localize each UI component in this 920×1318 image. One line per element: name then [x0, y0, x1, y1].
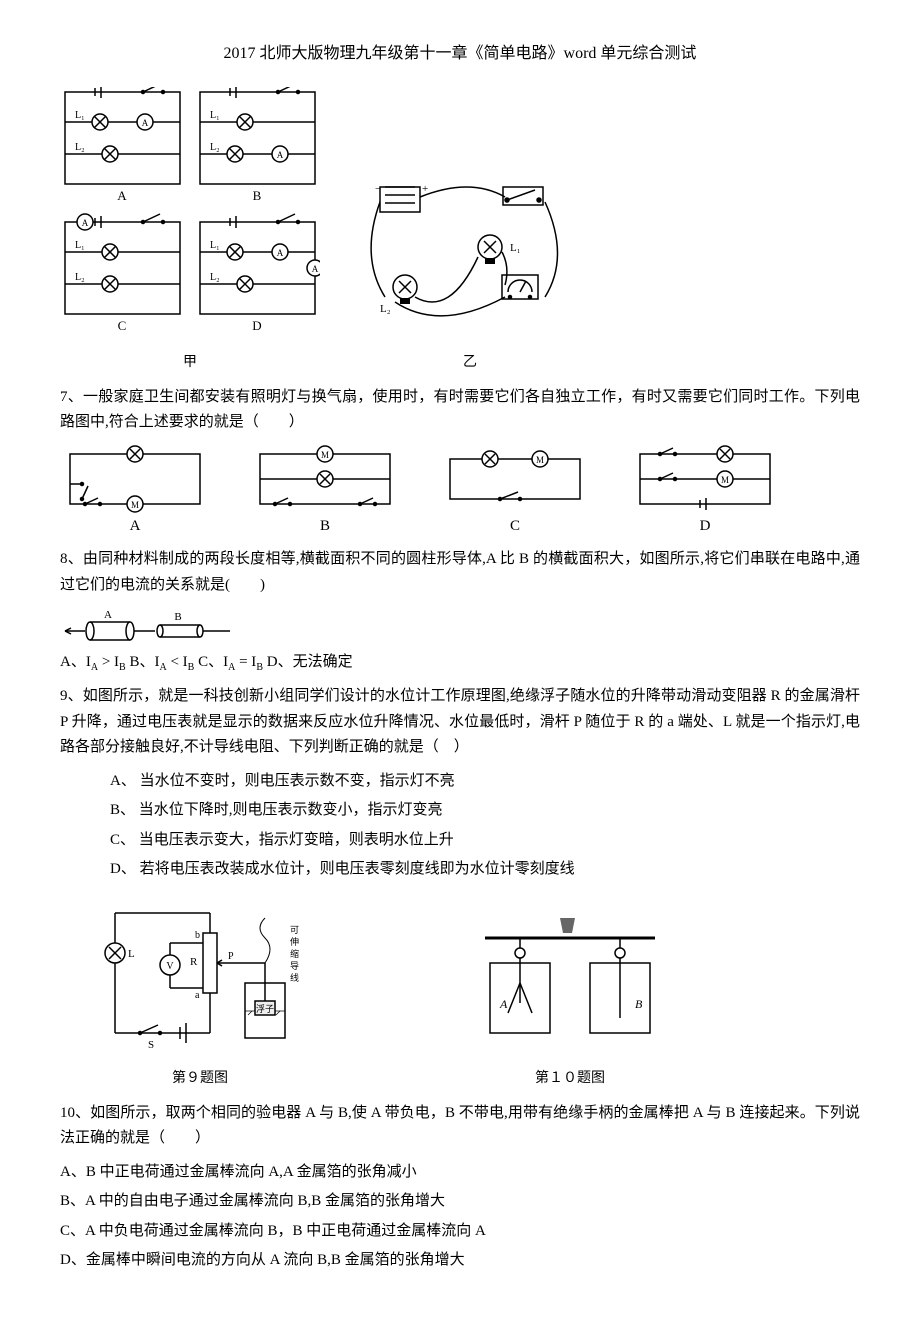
- svg-text:A: A: [82, 218, 89, 228]
- q10-opt-b: B、A 中的自由电子通过金属棒流向 B,B 金属箔的张角增大: [60, 1189, 860, 1215]
- q7-opt-b: M B: [250, 444, 400, 540]
- svg-text:L₂: L₂: [380, 303, 391, 315]
- q7-opt-a-label: A: [60, 514, 210, 540]
- svg-text:L₁: L₁: [210, 110, 220, 121]
- svg-text:L₁: L₁: [210, 240, 220, 251]
- svg-text:L₁: L₁: [75, 110, 85, 121]
- svg-text:B: B: [253, 188, 262, 203]
- q9-opt-b: B、 当水位下降时,则电压表示数变小，指示灯变亮: [110, 798, 860, 824]
- q8-text: 8、由同种材料制成的两段长度相等,横截面积不同的圆柱形导体,A 比 B 的横截面…: [60, 547, 860, 598]
- svg-text:−: −: [375, 183, 381, 195]
- q10-figure: A B 第１０题图: [460, 913, 680, 1091]
- q6-figure-jia: A L₁ L₂ A L₁: [60, 87, 320, 375]
- page-header: 2017 北师大版物理九年级第十一章《简单电路》word 单元综合测试: [60, 40, 860, 67]
- svg-text:A: A: [277, 248, 284, 258]
- q9-opt-d: D、 若将电压表改装成水位计，则电压表零刻度线即为水位计零刻度线: [110, 857, 860, 883]
- svg-text:L₂: L₂: [210, 142, 220, 153]
- svg-text:L₂: L₂: [210, 272, 220, 283]
- svg-text:导: 导: [290, 961, 299, 971]
- svg-text:伸: 伸: [290, 936, 299, 947]
- svg-text:A: A: [277, 150, 284, 160]
- q6-figures: A L₁ L₂ A L₁: [60, 87, 860, 375]
- svg-text:可: 可: [290, 925, 299, 935]
- q8-figure: A B: [60, 606, 860, 646]
- svg-text:缩: 缩: [290, 948, 299, 959]
- svg-text:A: A: [104, 609, 112, 621]
- svg-text:M: M: [721, 475, 729, 485]
- q9-opt-a: A、 当水位不变时，则电压表示数不变，指示灯不亮: [110, 769, 860, 795]
- q7-text: 7、一般家庭卫生间都安装有照明灯与换气扇，使用时，有时需要它们各自独立工作，有时…: [60, 385, 860, 436]
- svg-text:C: C: [118, 318, 127, 333]
- q7-opt-c-label: C: [440, 514, 590, 540]
- svg-text:L₂: L₂: [75, 272, 85, 283]
- svg-text:M: M: [536, 455, 544, 465]
- q6-caption-jia: 甲: [60, 351, 320, 375]
- svg-text:L₁: L₁: [75, 240, 85, 251]
- q10-opt-d: D、金属棒中瞬间电流的方向从 A 流向 B,B 金属箔的张角增大: [60, 1248, 860, 1274]
- q7-opt-b-label: B: [250, 514, 400, 540]
- q9-figure: L circle S b a R P V: [100, 893, 300, 1091]
- q9-text: 9、如图所示，就是一科技创新小组同学们设计的水位计工作原理图,绝缘浮子随水位的升…: [60, 684, 860, 761]
- q10-opt-c: C、A 中负电荷通过金属棒流向 B，B 中正电荷通过金属棒流向 A: [60, 1219, 860, 1245]
- q10-opt-a: A、B 中正电荷通过金属棒流向 A,A 金属箔的张角减小: [60, 1160, 860, 1186]
- svg-text:L₁: L₁: [510, 242, 521, 254]
- svg-text:A: A: [117, 188, 127, 203]
- svg-text:a: a: [195, 990, 200, 1001]
- q10-caption: 第１０题图: [460, 1067, 680, 1091]
- svg-text:D: D: [252, 318, 261, 333]
- svg-text:L: L: [128, 948, 135, 960]
- svg-text:B: B: [635, 997, 643, 1011]
- svg-text:B: B: [174, 611, 181, 623]
- svg-text:+: +: [422, 183, 428, 195]
- q9-opt-c: C、 当电压表示变大，指示灯变暗，则表明水位上升: [110, 828, 860, 854]
- svg-text:V: V: [166, 961, 174, 972]
- svg-text:浮子: 浮子: [256, 1003, 274, 1014]
- svg-text:S: S: [148, 1039, 154, 1051]
- svg-text:A: A: [499, 997, 508, 1011]
- svg-text:P: P: [228, 951, 234, 962]
- svg-text:线: 线: [290, 972, 299, 983]
- svg-text:M: M: [131, 500, 139, 510]
- svg-text:M: M: [321, 450, 329, 460]
- q8-choices: A、IA > IB B、IA < IB C、IA = IB D、无法确定: [60, 650, 860, 676]
- q6-figure-yi: − + L₁ L₂: [360, 167, 580, 375]
- q6-caption-yi: 乙: [360, 351, 580, 375]
- q7-opt-d-label: D: [630, 514, 780, 540]
- q7-options: M A M B: [60, 444, 860, 540]
- svg-text:R: R: [190, 956, 198, 968]
- q10-text: 10、如图所示，取两个相同的验电器 A 与 B,使 A 带负电，B 不带电,用带…: [60, 1101, 860, 1152]
- svg-text:L₂: L₂: [75, 142, 85, 153]
- q7-opt-c: M C: [440, 444, 590, 540]
- q9-caption: 第９题图: [100, 1067, 300, 1091]
- q7-opt-a: M A: [60, 444, 210, 540]
- svg-text:A: A: [312, 264, 319, 274]
- q7-opt-d: M D: [630, 444, 780, 540]
- svg-text:b: b: [195, 930, 200, 941]
- svg-text:A: A: [142, 118, 149, 128]
